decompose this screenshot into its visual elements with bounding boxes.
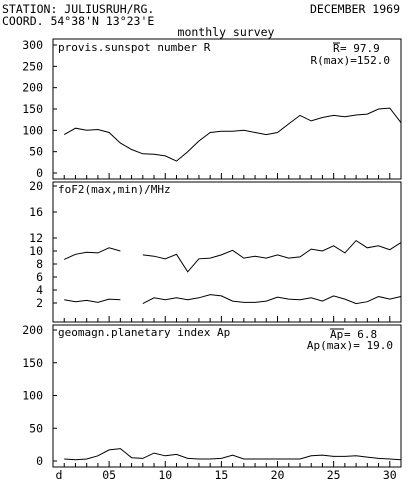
ap-ytick-label: 50 bbox=[29, 421, 43, 435]
sunspot-ytick-label: 150 bbox=[22, 102, 43, 116]
fof2-ytick-label: 20 bbox=[29, 179, 43, 193]
fof2-series-line-1 bbox=[63, 239, 402, 273]
ap-max-label: Ap(max)= 19.0 bbox=[307, 339, 393, 352]
fof2-ytick-label: 2 bbox=[36, 296, 43, 310]
xtick-label: d bbox=[56, 468, 63, 480]
fof2-ytick-label: 8 bbox=[36, 257, 43, 271]
sunspot-max-label: R(max)=152.0 bbox=[311, 54, 390, 67]
fof2-ytick-label: 4 bbox=[36, 283, 43, 297]
station-label: STATION: JULIUSRUH/RG. bbox=[2, 2, 154, 16]
ap-mean-value: = 6.8 bbox=[344, 328, 377, 341]
sunspot-panel: provis.sunspot number R R = 97.9 R(max)=… bbox=[22, 38, 402, 180]
ap-ytick-label: 100 bbox=[22, 389, 43, 403]
ap-ytick-label: 200 bbox=[22, 323, 43, 337]
sunspot-ytick-label: 200 bbox=[22, 81, 43, 95]
xtick-label: 25 bbox=[327, 468, 341, 480]
fof2-ytick-label: 6 bbox=[36, 270, 43, 284]
ap-series-line-1 bbox=[64, 448, 402, 461]
fof2-ytick-label: 12 bbox=[29, 231, 43, 245]
xtick-label: 15 bbox=[214, 468, 228, 480]
sunspot-mean-label: R bbox=[333, 42, 340, 55]
xtick-label: 05 bbox=[102, 468, 116, 480]
ap-mean-label: Ap bbox=[330, 328, 343, 341]
ap-ytick-label: 0 bbox=[36, 454, 43, 468]
xtick-label: 10 bbox=[158, 468, 172, 480]
xtick-label: 20 bbox=[271, 468, 285, 480]
sunspot-ytick-label: 250 bbox=[22, 59, 43, 73]
sunspot-ytick-label: 100 bbox=[22, 123, 43, 137]
fof2-ytick-label: 16 bbox=[29, 205, 43, 219]
sunspot-mean-value: = 97.9 bbox=[340, 42, 380, 55]
xtick-label: 30 bbox=[383, 468, 397, 480]
sunspot-ytick-label: 0 bbox=[36, 166, 43, 180]
fof2-ytick-label: 10 bbox=[29, 244, 43, 258]
sunspot-ytick-label: 50 bbox=[29, 145, 43, 159]
fof2-panel-title: foF2(max,min)/MHz bbox=[58, 183, 171, 196]
coord-label: COORD. 54°38'N 13°23'E bbox=[2, 14, 154, 28]
sunspot-series-line-1 bbox=[63, 107, 402, 162]
sunspot-panel-title: provis.sunspot number R bbox=[58, 41, 211, 54]
sunspot-ytick-label: 300 bbox=[22, 38, 43, 52]
date-label: DECEMBER 1969 bbox=[310, 2, 400, 16]
ap-ytick-label: 150 bbox=[22, 356, 43, 370]
ap-panel-title: geomagn.planetary index Ap bbox=[58, 326, 230, 339]
fof2-series-line-2 bbox=[64, 294, 402, 305]
survey-label: monthly survey bbox=[178, 25, 275, 39]
ap-panel: geomagn.planetary index Ap Ap = 6.8 Ap(m… bbox=[22, 323, 402, 468]
fof2-panel-frame bbox=[52, 181, 402, 323]
